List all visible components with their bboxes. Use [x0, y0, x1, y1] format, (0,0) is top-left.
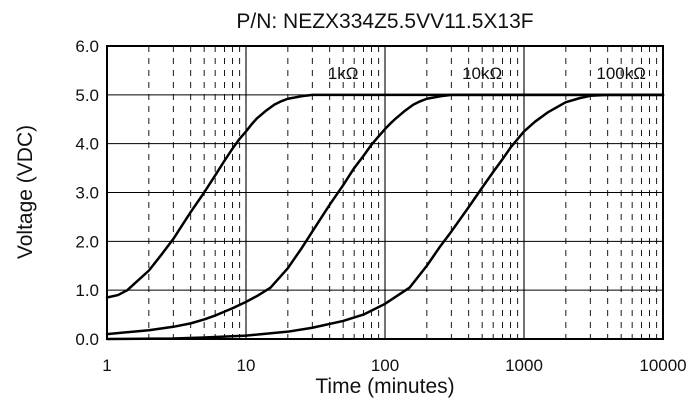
y-tick-label: 4.0 — [75, 135, 99, 154]
y-tick-label: 3.0 — [75, 184, 99, 203]
annotation-label: 1kΩ — [328, 64, 359, 83]
annotation-label: 10kΩ — [462, 64, 502, 83]
x-tick-label: 1 — [102, 356, 111, 375]
x-axis-label: Time (minutes) — [315, 375, 454, 398]
y-tick-label: 5.0 — [75, 86, 99, 105]
x-tick-label: 10 — [237, 356, 256, 375]
x-tick-label: 10000 — [639, 356, 686, 375]
x-tick-label: 100 — [371, 356, 399, 375]
annotation-layer: 1kΩ 10kΩ 100kΩ — [328, 64, 646, 83]
tick-layer: 0.0 1.0 2.0 3.0 4.0 5.0 6.0 1 10 100 1000 10000 — [75, 37, 686, 375]
y-tick-label: 6.0 — [75, 37, 99, 56]
y-tick-label: 1.0 — [75, 281, 99, 300]
x-tick-label: 1000 — [505, 356, 543, 375]
grid-layer — [106, 45, 664, 340]
chart-title: P/N: NEZX334Z5.5VV11.5X13F — [236, 10, 533, 33]
y-axis-label: Voltage (VDC) — [14, 125, 37, 259]
plot-frame — [106, 45, 664, 340]
annotation-label: 100kΩ — [596, 64, 646, 83]
series-line-1 — [105, 93, 665, 299]
y-tick-label: 2.0 — [75, 232, 99, 251]
series-line-3 — [105, 93, 665, 341]
series-layer — [105, 93, 665, 341]
series-line-2 — [105, 93, 665, 336]
y-tick-label: 0.0 — [75, 330, 99, 349]
